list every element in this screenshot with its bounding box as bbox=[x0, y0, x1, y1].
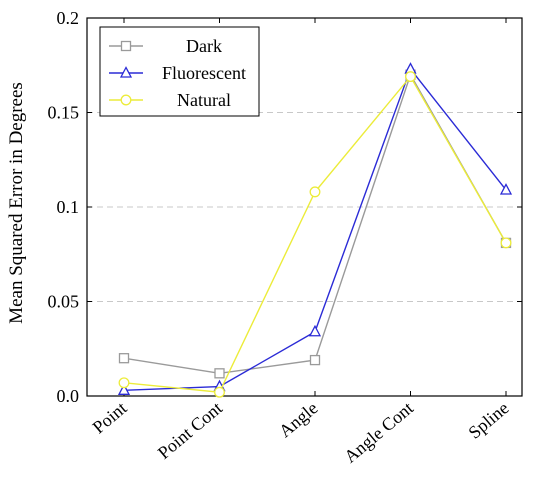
x-tick-label: Point Cont bbox=[154, 398, 226, 463]
y-tick-label: 0.05 bbox=[48, 292, 80, 312]
data-point-circle bbox=[405, 71, 416, 83]
x-tick-labels: Point Point Cont Angle Angle Cont Spline bbox=[89, 398, 513, 467]
legend-label: Dark bbox=[186, 36, 222, 56]
plot-frame bbox=[86, 17, 523, 397]
y-axis-label: Mean Squared Error in Degrees bbox=[6, 82, 27, 324]
y-tick-label: 0.2 bbox=[57, 8, 80, 28]
legend: Dark Fluorescent Natural bbox=[99, 26, 260, 117]
data-point-triangle bbox=[499, 183, 513, 195]
data-point-circle bbox=[500, 237, 512, 249]
legend-label: Fluorescent bbox=[162, 63, 246, 83]
legend-marker bbox=[120, 94, 132, 106]
x-tick-label: Angle bbox=[275, 398, 322, 442]
legend-entry: Dark bbox=[109, 36, 222, 56]
legend-entry: Fluorescent bbox=[109, 63, 246, 83]
data-point-circle bbox=[309, 186, 321, 198]
x-tick-label: Spline bbox=[464, 398, 512, 443]
legend-marker bbox=[119, 66, 133, 78]
legend-label: Natural bbox=[177, 90, 231, 110]
y-tick-labels: 0.0 0.05 0.1 0.15 0.2 bbox=[48, 8, 80, 406]
series-line bbox=[123, 67, 507, 392]
y-tick-label: 0.15 bbox=[48, 103, 80, 123]
series bbox=[117, 62, 513, 398]
x-tick-label: Angle Cont bbox=[340, 398, 417, 467]
y-tick-label: 0.0 bbox=[57, 386, 80, 406]
data-point-square bbox=[118, 353, 130, 364]
data-point-triangle bbox=[117, 383, 131, 395]
x-tick-label: Point bbox=[89, 398, 131, 438]
grid bbox=[87, 112, 522, 302]
legend-entry: Natural bbox=[109, 90, 231, 110]
legend-marker bbox=[120, 40, 132, 52]
series-line bbox=[123, 75, 507, 393]
data-point-triangle bbox=[308, 324, 322, 337]
series-natural bbox=[118, 71, 512, 398]
y-tick-label: 0.1 bbox=[57, 197, 80, 217]
data-point-square bbox=[214, 368, 225, 379]
data-point-circle bbox=[214, 386, 225, 398]
data-point-square bbox=[309, 354, 321, 366]
data-point-circle bbox=[118, 377, 130, 389]
